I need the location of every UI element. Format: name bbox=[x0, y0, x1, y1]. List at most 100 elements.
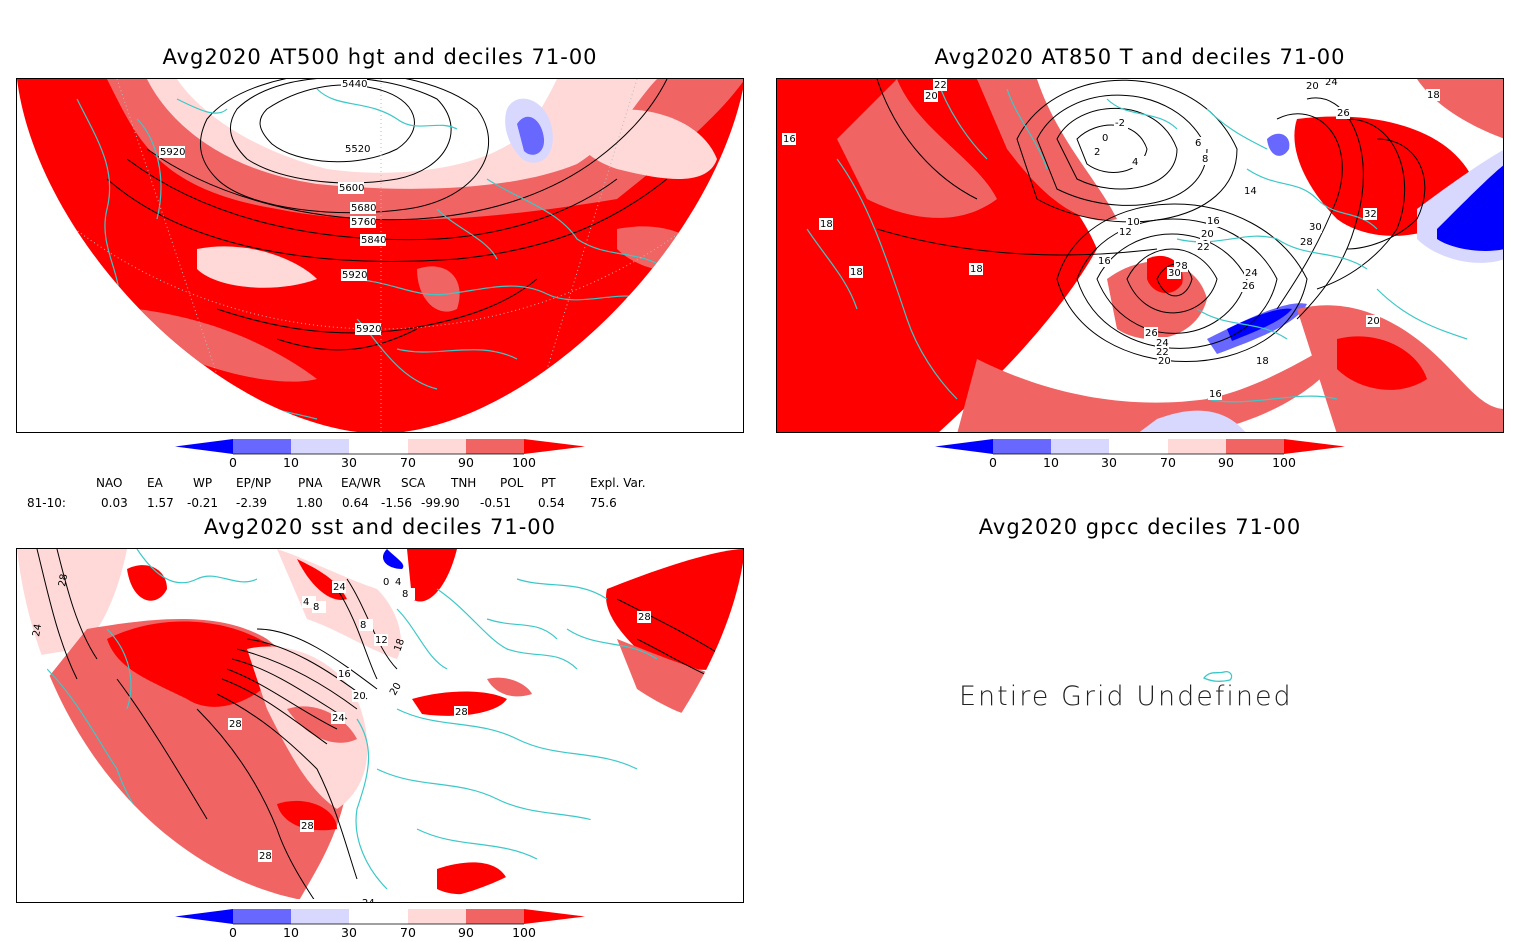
contour-label: 12 bbox=[1119, 227, 1132, 238]
colorbar-tick: 0 bbox=[229, 455, 237, 470]
colorbar-tick: 30 bbox=[341, 925, 357, 940]
contour-label: 5520 bbox=[345, 144, 370, 155]
contour-label: 28 bbox=[259, 851, 272, 862]
colorbar-tick: 100 bbox=[512, 925, 536, 940]
colorbar-tick: 100 bbox=[512, 455, 536, 470]
colorbar-swatch bbox=[408, 439, 466, 454]
index-header: PNA bbox=[298, 476, 323, 490]
contour-label: 24 bbox=[1325, 79, 1338, 88]
colorbar-swatch bbox=[175, 439, 233, 454]
contour-label: 20 bbox=[1306, 81, 1319, 92]
panel-title-sst: Avg2020 sst and deciles 71-00 bbox=[203, 515, 556, 539]
contour-label: 8 bbox=[360, 620, 366, 631]
index-value: 1.80 bbox=[296, 496, 323, 510]
contour-label: 20 bbox=[925, 91, 938, 102]
contour-label: 28 bbox=[229, 719, 242, 730]
contour-label: 30 bbox=[1168, 268, 1181, 279]
contour-label: 5600 bbox=[339, 183, 364, 194]
contour-label: 30 bbox=[1309, 222, 1322, 233]
contour-label: 26 bbox=[1145, 328, 1158, 339]
index-header: Expl. Var. bbox=[590, 476, 646, 490]
index-value: 0.64 bbox=[342, 496, 369, 510]
contour-label: 24 bbox=[332, 713, 345, 724]
colorbar-swatch bbox=[993, 439, 1051, 454]
colorbar-at500: 0 10 30 70 90 100 bbox=[175, 438, 585, 472]
index-value: 0.03 bbox=[101, 496, 128, 510]
contour-label: 8 bbox=[313, 602, 319, 613]
contour-label: 16 bbox=[783, 134, 796, 145]
contour-label: 16 bbox=[1207, 216, 1220, 227]
contour-label: 32 bbox=[1364, 209, 1377, 220]
contour-label: 28 bbox=[301, 821, 314, 832]
contour-label: 4 bbox=[303, 597, 309, 608]
contour-label: 16 bbox=[1098, 256, 1111, 267]
contour-label: 22 bbox=[934, 80, 947, 91]
small-island-shape bbox=[1203, 670, 1233, 682]
colorbar-tick: 90 bbox=[458, 455, 474, 470]
colorbar-tick: 10 bbox=[283, 925, 299, 940]
contour-label: 5920 bbox=[160, 147, 185, 158]
map-at500: 5440 5520 5600 5680 5760 5840 5920 5920 … bbox=[17, 79, 743, 432]
colorbar-swatches bbox=[175, 439, 585, 455]
colorbar-tick: 90 bbox=[458, 925, 474, 940]
contour-label: 26 bbox=[1337, 108, 1350, 119]
colorbar-swatch bbox=[233, 909, 291, 924]
index-value: -99.90 bbox=[421, 496, 460, 510]
contour-labels-sst: 28 24 24 4 8 0 4 8 8 12 16 18 20 20 24 2… bbox=[31, 573, 651, 903]
contour-label: 2 bbox=[1094, 147, 1100, 158]
colorbar-tick: 10 bbox=[1043, 455, 1059, 470]
colorbar-tick: 30 bbox=[341, 455, 357, 470]
colorbar-swatch bbox=[524, 909, 585, 924]
colorbar-swatch bbox=[1168, 439, 1226, 454]
colorbar-swatch bbox=[175, 909, 233, 924]
contour-label: 4 bbox=[395, 577, 401, 588]
contour-label: 5680 bbox=[351, 203, 376, 214]
colorbar-swatch bbox=[291, 439, 349, 454]
colorbar-swatch bbox=[1226, 439, 1284, 454]
contour-label: 14 bbox=[1244, 186, 1257, 197]
contour-label: 22 bbox=[1156, 347, 1169, 358]
colorbar-tick: 0 bbox=[989, 455, 997, 470]
contour-label: 5760 bbox=[351, 217, 376, 228]
colorbar-tick: 0 bbox=[229, 925, 237, 940]
colorbar-swatch bbox=[291, 909, 349, 924]
index-header: EA bbox=[147, 476, 163, 490]
colorbar-tick: 70 bbox=[1160, 455, 1176, 470]
index-value: -0.21 bbox=[187, 496, 219, 510]
contour-label: 16 bbox=[338, 669, 351, 680]
colorbar-swatch bbox=[408, 909, 466, 924]
contour-label: 26 bbox=[1242, 281, 1255, 292]
contour-label: 24 bbox=[362, 898, 375, 903]
contour-label: 28 bbox=[57, 573, 70, 587]
colorbar-sst: 0 10 30 70 90 100 bbox=[175, 908, 585, 942]
index-header: TNH bbox=[451, 476, 477, 490]
contour-label: 20 bbox=[1367, 316, 1380, 327]
contour-label: 0 bbox=[383, 577, 389, 588]
undefined-grid-message: Entire Grid Undefined bbox=[959, 681, 1293, 712]
contour-label: 18 bbox=[1427, 90, 1440, 101]
contour-label: 4 bbox=[1132, 157, 1138, 168]
colorbar-swatch bbox=[1051, 439, 1109, 454]
contour-label: 18 bbox=[392, 637, 407, 653]
contour-label: 12 bbox=[375, 635, 388, 646]
colorbar-swatch bbox=[1284, 439, 1345, 454]
colorbar-tick: 90 bbox=[1218, 455, 1234, 470]
map-at850: 22 20 -2 0 2 4 6 8 14 16 10 12 16 18 18 … bbox=[777, 79, 1503, 432]
contour-label: 18 bbox=[820, 219, 833, 230]
contour-label: 18 bbox=[850, 267, 863, 278]
map-panel-at850: 22 20 -2 0 2 4 6 8 14 16 10 12 16 18 18 … bbox=[776, 78, 1504, 433]
contour-labels-at850: 22 20 -2 0 2 4 6 8 14 16 10 12 16 18 18 … bbox=[782, 79, 1440, 400]
index-header: EP/NP bbox=[236, 476, 272, 490]
teleconnection-indices: NAO EA WP EP/NP PNA EA/WR SCA TNH POL PT… bbox=[0, 474, 700, 514]
contour-label: 10 bbox=[1127, 217, 1140, 228]
contour-label: 20 bbox=[1201, 229, 1214, 240]
panel-title-at500: Avg2020 AT500 hgt and deciles 71-00 bbox=[162, 45, 598, 69]
contour-label: 24 bbox=[31, 623, 44, 637]
index-value: -1.56 bbox=[381, 496, 413, 510]
contour-label: 28 bbox=[1300, 237, 1313, 248]
colorbar-tick: 70 bbox=[400, 925, 416, 940]
colorbar-tick: 100 bbox=[1272, 455, 1296, 470]
index-header: SCA bbox=[401, 476, 426, 490]
colorbar-swatch bbox=[466, 909, 524, 924]
index-header: NAO bbox=[96, 476, 123, 490]
